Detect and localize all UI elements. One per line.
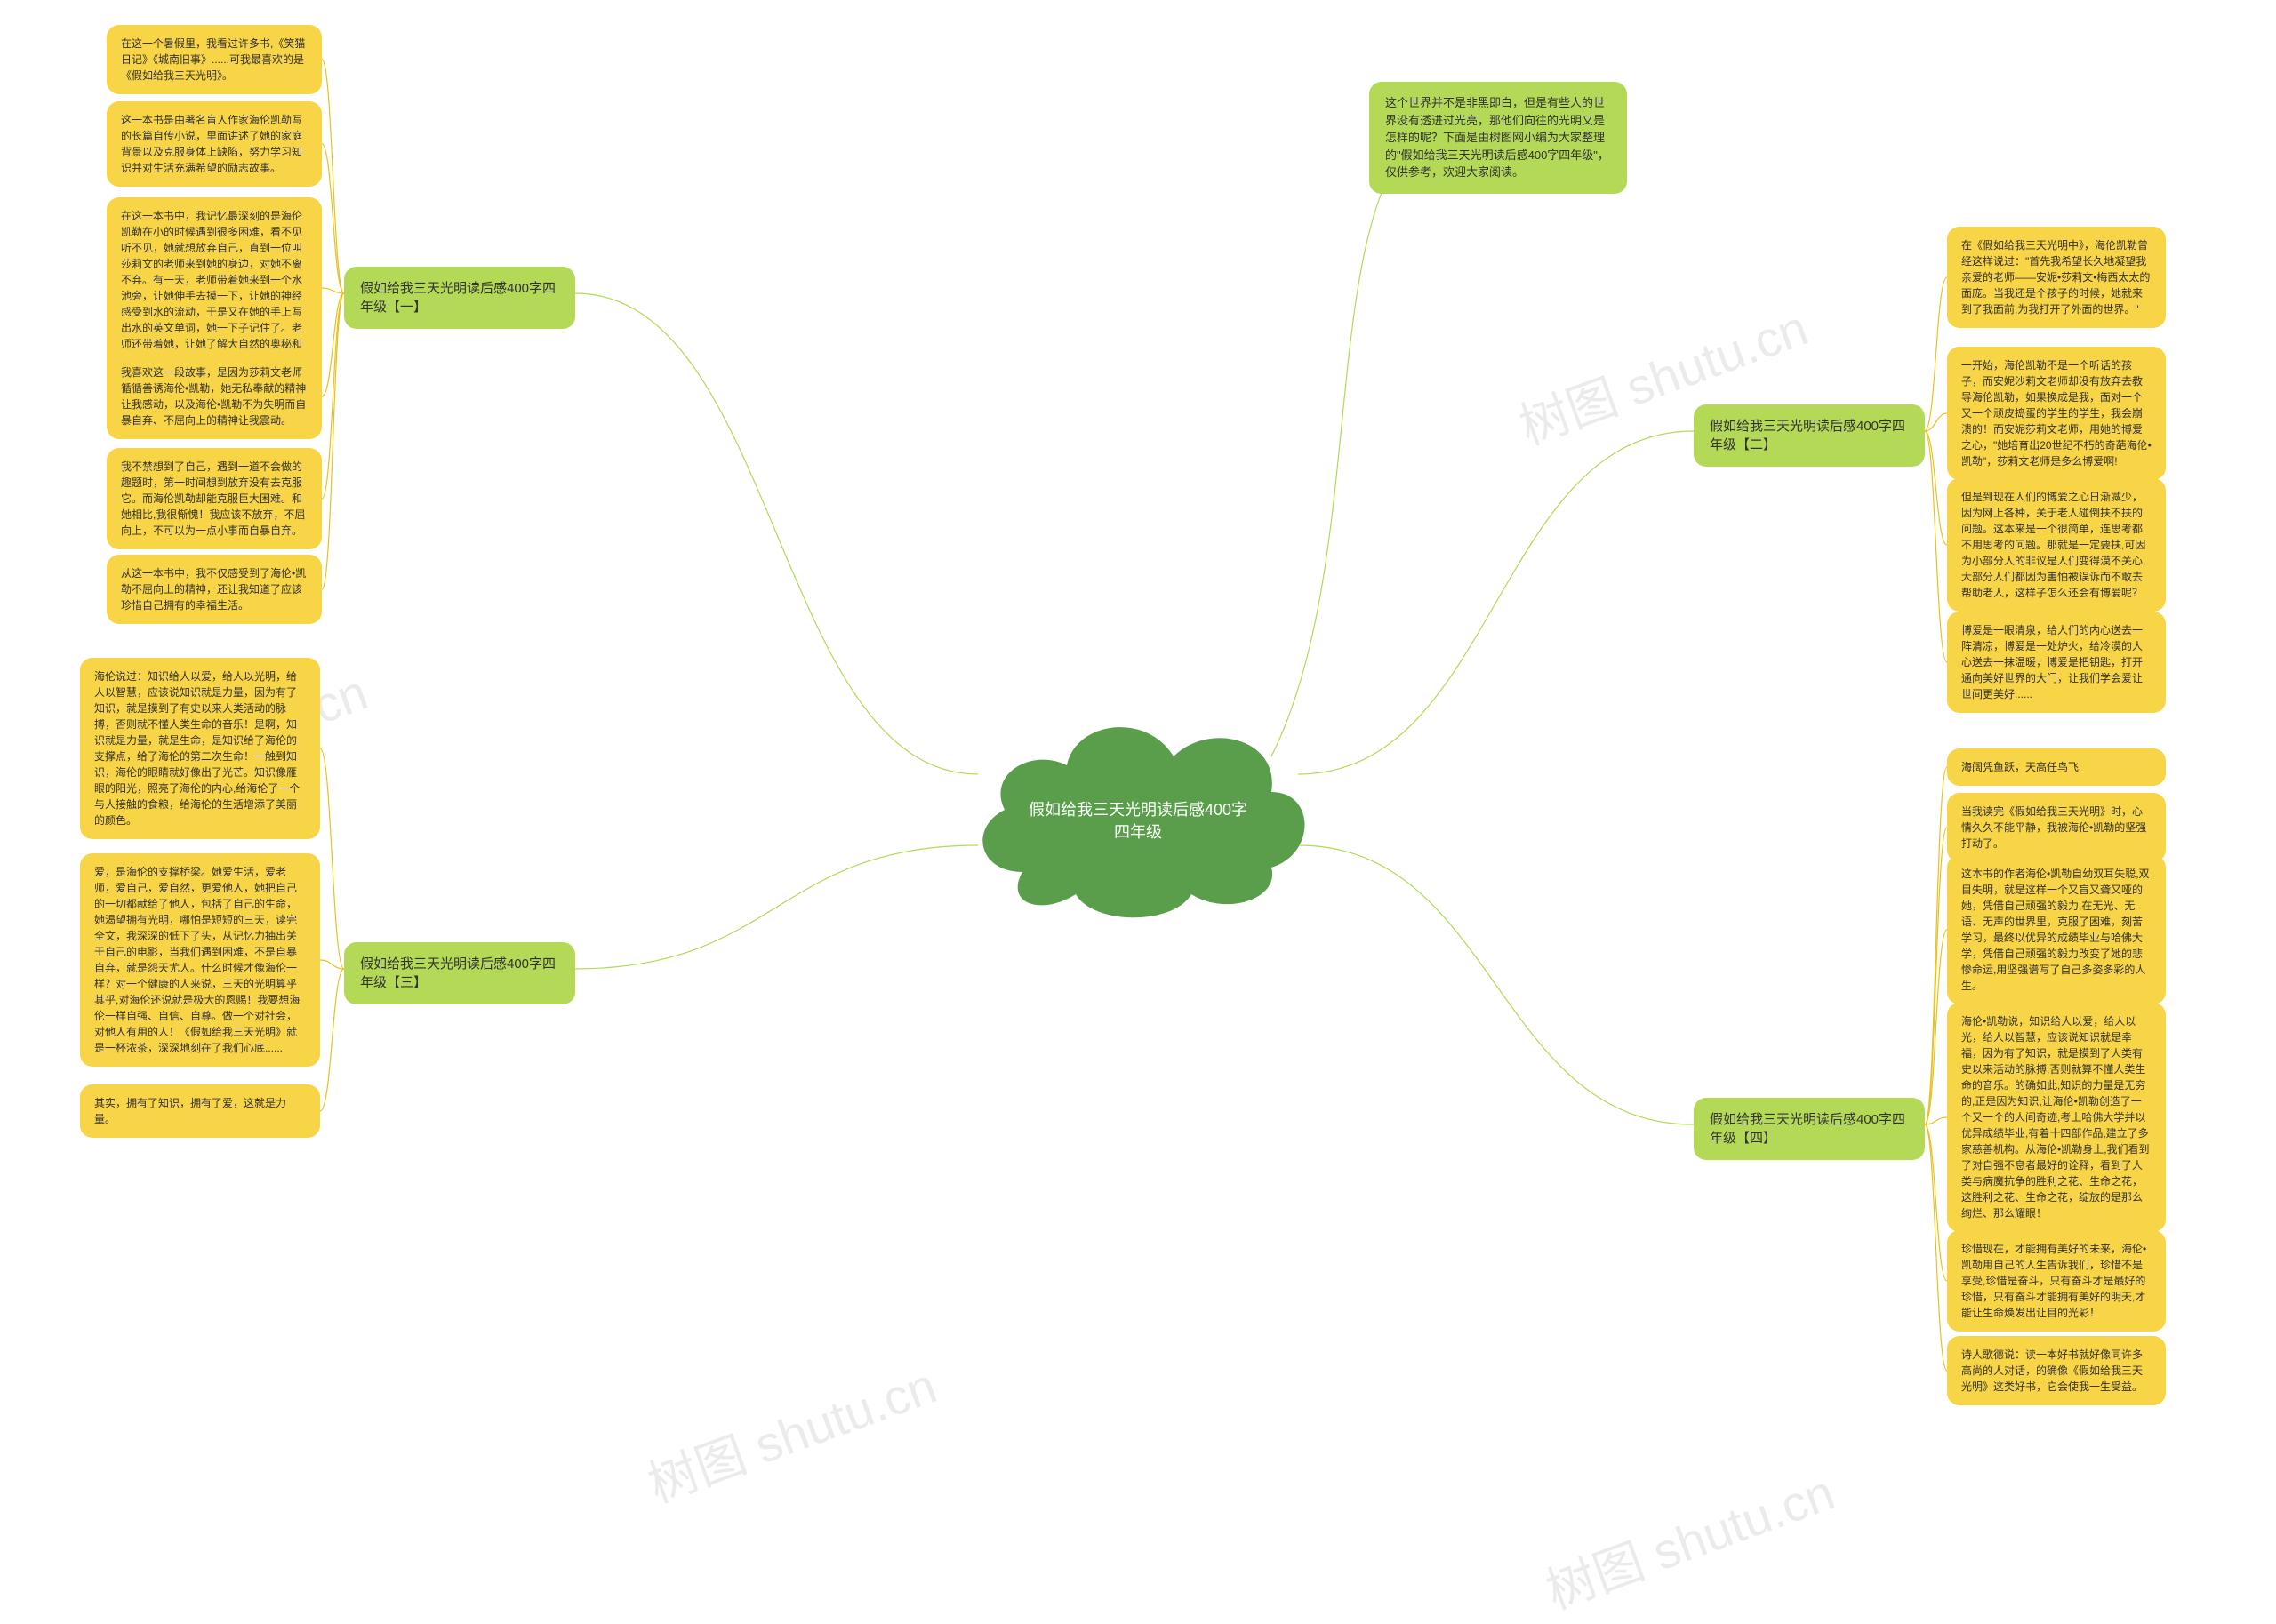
connector <box>1925 930 1947 1124</box>
connector <box>575 845 978 969</box>
connector <box>320 969 344 1111</box>
connector <box>1925 1117 1947 1124</box>
connector <box>1925 431 1947 662</box>
connector <box>322 293 344 396</box>
connector <box>1925 277 1947 431</box>
connector <box>1298 431 1694 774</box>
leaf-node: 我喜欢这一段故事，是因为莎莉文老师循循善诱海伦•凯勒，她无私奉献的精神让我感动，… <box>107 354 322 439</box>
connector <box>1925 828 1947 1124</box>
connector <box>1925 413 1947 431</box>
center-title: 假如给我三天光明读后感400字四年级 <box>1022 799 1254 844</box>
connector <box>1925 431 1947 545</box>
center-node: 假如给我三天光明读后感400字四年级 <box>951 694 1325 925</box>
section-node-s1: 假如给我三天光明读后感400字四年级【一】 <box>344 267 575 329</box>
leaf-node: 海伦说过：知识给人以爱，给人以光明，给人以智慧，应该说知识就是力量，因为有了知识… <box>80 658 320 839</box>
connector <box>322 293 344 589</box>
intro-node: 这个世界并不是非黑即白，但是有些人的世界没有透进过光亮，那他们向往的光明又是怎样… <box>1369 82 1627 194</box>
connector <box>1271 162 1396 756</box>
leaf-node: 海伦•凯勒说，知识给人以爱，给人以光，给人以智慧，应该说知识就是幸福，因为有了知… <box>1947 1003 2166 1232</box>
leaf-node: 博爱是一眼清泉，给人们的内心送去一阵清凉，博爱是一处炉火，给冷漠的人心送去一抹温… <box>1947 612 2166 713</box>
leaf-node: 海阔凭鱼跃，天高任鸟飞 <box>1947 748 2166 786</box>
leaf-node: 当我读完《假如给我三天光明》时，心情久久不能平静，我被海伦•凯勒的坚强打动了。 <box>1947 793 2166 862</box>
leaf-node: 在这一个暑假里，我看过许多书,《笑猫日记》《城南旧事》......可我最喜欢的是… <box>107 25 322 94</box>
section-node-s2: 假如给我三天光明读后感400字四年级【二】 <box>1694 404 1925 467</box>
leaf-node: 从这一本书中，我不仅感受到了海伦•凯勒不屈向上的精神，还让我知道了应该珍惜自己拥… <box>107 555 322 624</box>
connector <box>320 960 344 969</box>
watermark: 树图 shutu.cn <box>1535 1452 1843 1623</box>
leaf-node: 一开始，海伦凯勒不是一个听话的孩子，而安妮沙莉文老师却没有放弃去教导海伦凯勒，如… <box>1947 347 2166 480</box>
connector <box>1298 845 1694 1124</box>
leaf-node: 但是到现在人们的博爱之心日渐减少，因为网上各种，关于老人碰倒扶不扶的问题。这本来… <box>1947 478 2166 612</box>
connector <box>1925 1124 1947 1281</box>
mindmap-container: 树图 shutu.cn树图 shutu.cn树图 shutu.cn树图 shut… <box>0 0 2276 1620</box>
connector <box>575 293 978 774</box>
connector <box>322 144 344 293</box>
connector <box>1925 767 1947 1124</box>
section-node-s4: 假如给我三天光明读后感400字四年级【四】 <box>1694 1098 1925 1160</box>
leaf-node: 诗人歌德说：读一本好书就好像同许多高尚的人对话，的确像《假如给我三天光明》这类好… <box>1947 1336 2166 1405</box>
watermark: 树图 shutu.cn <box>637 1346 945 1516</box>
connector <box>322 293 344 499</box>
leaf-node: 其实，拥有了知识，拥有了爱，这就是力量。 <box>80 1084 320 1138</box>
leaf-node: 珍惜现在，才能拥有美好的未来，海伦•凯勒用自己的人生告诉我们，珍惜不是享受,珍惜… <box>1947 1230 2166 1332</box>
leaf-node: 这一本书是由著名盲人作家海伦凯勒写的长篇自传小说，里面讲述了她的家庭背景以及克服… <box>107 101 322 187</box>
connector <box>322 288 344 293</box>
leaf-node: 这本书的作者海伦•凯勒自幼双耳失聪,双目失明，就是这样一个又盲又聋又哑的她，凭借… <box>1947 855 2166 1004</box>
leaf-node: 在《假如给我三天光明中》，海伦凯勒曾经这样说过："首先我希望长久地凝望我亲爱的老… <box>1947 227 2166 328</box>
connector <box>1925 1124 1947 1371</box>
leaf-node: 我不禁想到了自己，遇到一道不会做的趣题时，第一时间想到放弃没有去克服它。而海伦凯… <box>107 448 322 549</box>
connector <box>320 748 344 969</box>
leaf-node: 在这一本书中，我记忆最深刻的是海伦凯勒在小的时候遇到很多困难，看不见听不见，她就… <box>107 197 322 379</box>
section-node-s3: 假如给我三天光明读后感400字四年级【三】 <box>344 942 575 1004</box>
leaf-node: 爱，是海伦的支撑桥梁。她爱生活，爱老师，爱自己，爱自然，更爱他人，她把自己的一切… <box>80 853 320 1067</box>
connector <box>322 60 344 293</box>
